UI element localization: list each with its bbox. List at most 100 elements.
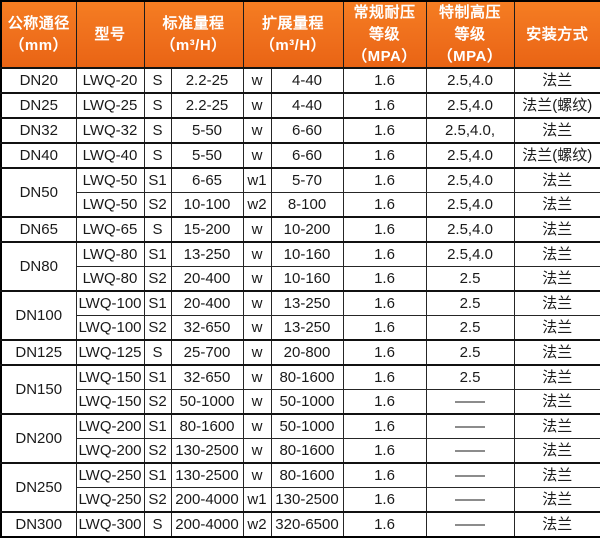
table-row: DN40 LWQ-40 S 5-50 w 6-60 1.6 2.5,4.0 法兰(螺纹) bbox=[0, 142, 600, 169]
cell-dn: DN40 bbox=[0, 142, 77, 169]
cell-std-range: 15-200 bbox=[170, 216, 244, 243]
cell-std-range: 32-650 bbox=[170, 315, 244, 341]
cell-high-mpa: 2.5,4.0 bbox=[425, 142, 515, 169]
cell-normal-mpa: 1.6 bbox=[342, 241, 427, 268]
cell-normal-mpa: 1.6 bbox=[342, 92, 427, 119]
cell-normal-mpa: 1.6 bbox=[342, 167, 427, 194]
cell-ext-code: w bbox=[242, 266, 272, 292]
cell-ext-code: w2 bbox=[242, 192, 272, 218]
cell-std-code: S1 bbox=[143, 413, 172, 440]
cell-std-range: 20-400 bbox=[170, 290, 244, 317]
cell-dn: DN200 bbox=[0, 413, 77, 464]
cell-high-mpa: 2.5,4.0, bbox=[425, 117, 515, 144]
cell-std-code: S2 bbox=[143, 438, 172, 464]
cell-install: 法兰 bbox=[513, 67, 600, 94]
cell-high-mpa: 2.5 bbox=[425, 364, 515, 391]
cell-ext-range: 4-40 bbox=[270, 67, 344, 94]
cell-install: 法兰 bbox=[513, 290, 600, 317]
table-row: DN200 LWQ-200 S1 80-1600 w 50-1000 1.6 —— 法兰 bbox=[0, 413, 600, 464]
table-row: DN125 LWQ-125 S 25-700 w 20-800 1.6 2.5 法兰 bbox=[0, 339, 600, 366]
cell-install: 法兰 bbox=[513, 315, 600, 341]
cell-ext-code: w bbox=[242, 117, 272, 144]
cell-model: LWQ-200 bbox=[75, 438, 145, 464]
cell-ext-range: 10-160 bbox=[270, 241, 344, 268]
header-extended-range: 扩展量程 （m³/H） bbox=[242, 0, 344, 70]
table-row: DN25 LWQ-25 S 2.2-25 w 4-40 1.6 2.5,4.0 法兰(螺纹) bbox=[0, 92, 600, 119]
cell-std-range: 25-700 bbox=[170, 339, 244, 366]
header-model: 型号 bbox=[75, 0, 145, 70]
cell-normal-mpa: 1.6 bbox=[342, 117, 427, 144]
cell-high-mpa: 2.5 bbox=[425, 290, 515, 317]
cell-dn: DN50 bbox=[0, 167, 77, 218]
cell-model: LWQ-20 bbox=[75, 67, 145, 94]
cell-install: 法兰 bbox=[513, 216, 600, 243]
cell-model: LWQ-100 bbox=[75, 290, 145, 317]
cell-dn: DN300 bbox=[0, 511, 77, 538]
cell-model: LWQ-65 bbox=[75, 216, 145, 243]
cell-model: LWQ-32 bbox=[75, 117, 145, 144]
cell-std-code: S2 bbox=[143, 487, 172, 513]
cell-model: LWQ-300 bbox=[75, 511, 145, 538]
header-row: 公称通径 （mm） 型号 标准量程 （m³/H） 扩展量程 （m³/H） 常规耐… bbox=[0, 0, 600, 70]
cell-normal-mpa: 1.6 bbox=[342, 216, 427, 243]
spec-table-body: DN20 LWQ-20 S 2.2-25 w 4-40 1.6 2.5,4.0 法兰 DN25 LW… bbox=[0, 67, 600, 538]
cell-high-mpa: —— bbox=[425, 438, 515, 464]
cell-ext-code: w bbox=[242, 92, 272, 119]
cell-std-range: 5-50 bbox=[170, 117, 244, 144]
table-row: DN80 LWQ-80 S1 13-250 w 10-160 1.6 2.5,4.0 法兰 bbox=[0, 241, 600, 292]
cell-model: LWQ-25 bbox=[75, 92, 145, 119]
cell-high-mpa: —— bbox=[425, 487, 515, 513]
cell-model: LWQ-250 bbox=[75, 462, 145, 489]
cell-ext-range: 13-250 bbox=[270, 315, 344, 341]
cell-high-mpa: 2.5,4.0 bbox=[425, 241, 515, 268]
cell-ext-code: w bbox=[242, 339, 272, 366]
cell-std-range: 20-400 bbox=[170, 266, 244, 292]
cell-normal-mpa: 1.6 bbox=[342, 413, 427, 440]
cell-install: 法兰 bbox=[513, 266, 600, 292]
cell-std-code: S2 bbox=[143, 266, 172, 292]
cell-install: 法兰 bbox=[513, 192, 600, 218]
table-row: LWQ-80 S2 20-400 w 10-160 1.6 2.5 法兰 bbox=[1, 266, 600, 292]
cell-dn: DN125 bbox=[0, 339, 77, 366]
cell-ext-range: 10-160 bbox=[270, 266, 344, 292]
cell-normal-mpa: 1.6 bbox=[342, 142, 427, 169]
cell-install: 法兰 bbox=[513, 117, 600, 144]
cell-install: 法兰 bbox=[513, 339, 600, 366]
table-row: DN100 LWQ-100 S1 20-400 w 13-250 1.6 2.5 法兰 bbox=[0, 290, 600, 341]
cell-std-code: S1 bbox=[143, 462, 172, 489]
cell-high-mpa: 2.5 bbox=[425, 339, 515, 366]
table-row: LWQ-50 S2 10-100 w2 8-100 1.6 2.5,4.0 法兰 bbox=[1, 192, 600, 218]
cell-std-range: 130-2500 bbox=[170, 462, 244, 489]
header-normal-pressure: 常规耐压 等级（MPA） bbox=[342, 0, 427, 70]
cell-std-range: 130-2500 bbox=[170, 438, 244, 464]
cell-ext-code: w bbox=[242, 413, 272, 440]
cell-install: 法兰(螺纹) bbox=[513, 142, 600, 169]
cell-high-mpa: —— bbox=[425, 389, 515, 415]
table-row: DN150 LWQ-150 S1 32-650 w 80-1600 1.6 2.5 法兰 bbox=[0, 364, 600, 415]
cell-dn: DN80 bbox=[0, 241, 77, 292]
cell-high-mpa: —— bbox=[425, 511, 515, 538]
cell-std-range: 6-65 bbox=[170, 167, 244, 194]
cell-high-mpa: 2.5,4.0 bbox=[425, 192, 515, 218]
cell-install: 法兰 bbox=[513, 389, 600, 415]
cell-normal-mpa: 1.6 bbox=[342, 290, 427, 317]
cell-install: 法兰 bbox=[513, 364, 600, 391]
cell-normal-mpa: 1.6 bbox=[342, 487, 427, 513]
cell-std-range: 50-1000 bbox=[170, 389, 244, 415]
cell-std-range: 2.2-25 bbox=[170, 67, 244, 94]
cell-std-code: S1 bbox=[143, 290, 172, 317]
table-row: DN250 LWQ-250 S1 130-2500 w 80-1600 1.6 —— 法兰 bbox=[0, 462, 600, 513]
cell-model: LWQ-100 bbox=[75, 315, 145, 341]
cell-ext-range: 6-60 bbox=[270, 117, 344, 144]
cell-ext-code: w bbox=[242, 389, 272, 415]
cell-std-code: S bbox=[143, 117, 172, 144]
cell-high-mpa: —— bbox=[425, 413, 515, 440]
cell-model: LWQ-50 bbox=[75, 167, 145, 194]
cell-normal-mpa: 1.6 bbox=[342, 462, 427, 489]
cell-std-code: S bbox=[143, 339, 172, 366]
cell-model: LWQ-40 bbox=[75, 142, 145, 169]
cell-high-mpa: 2.5,4.0 bbox=[425, 67, 515, 94]
cell-high-mpa: 2.5 bbox=[425, 315, 515, 341]
cell-model: LWQ-125 bbox=[75, 339, 145, 366]
